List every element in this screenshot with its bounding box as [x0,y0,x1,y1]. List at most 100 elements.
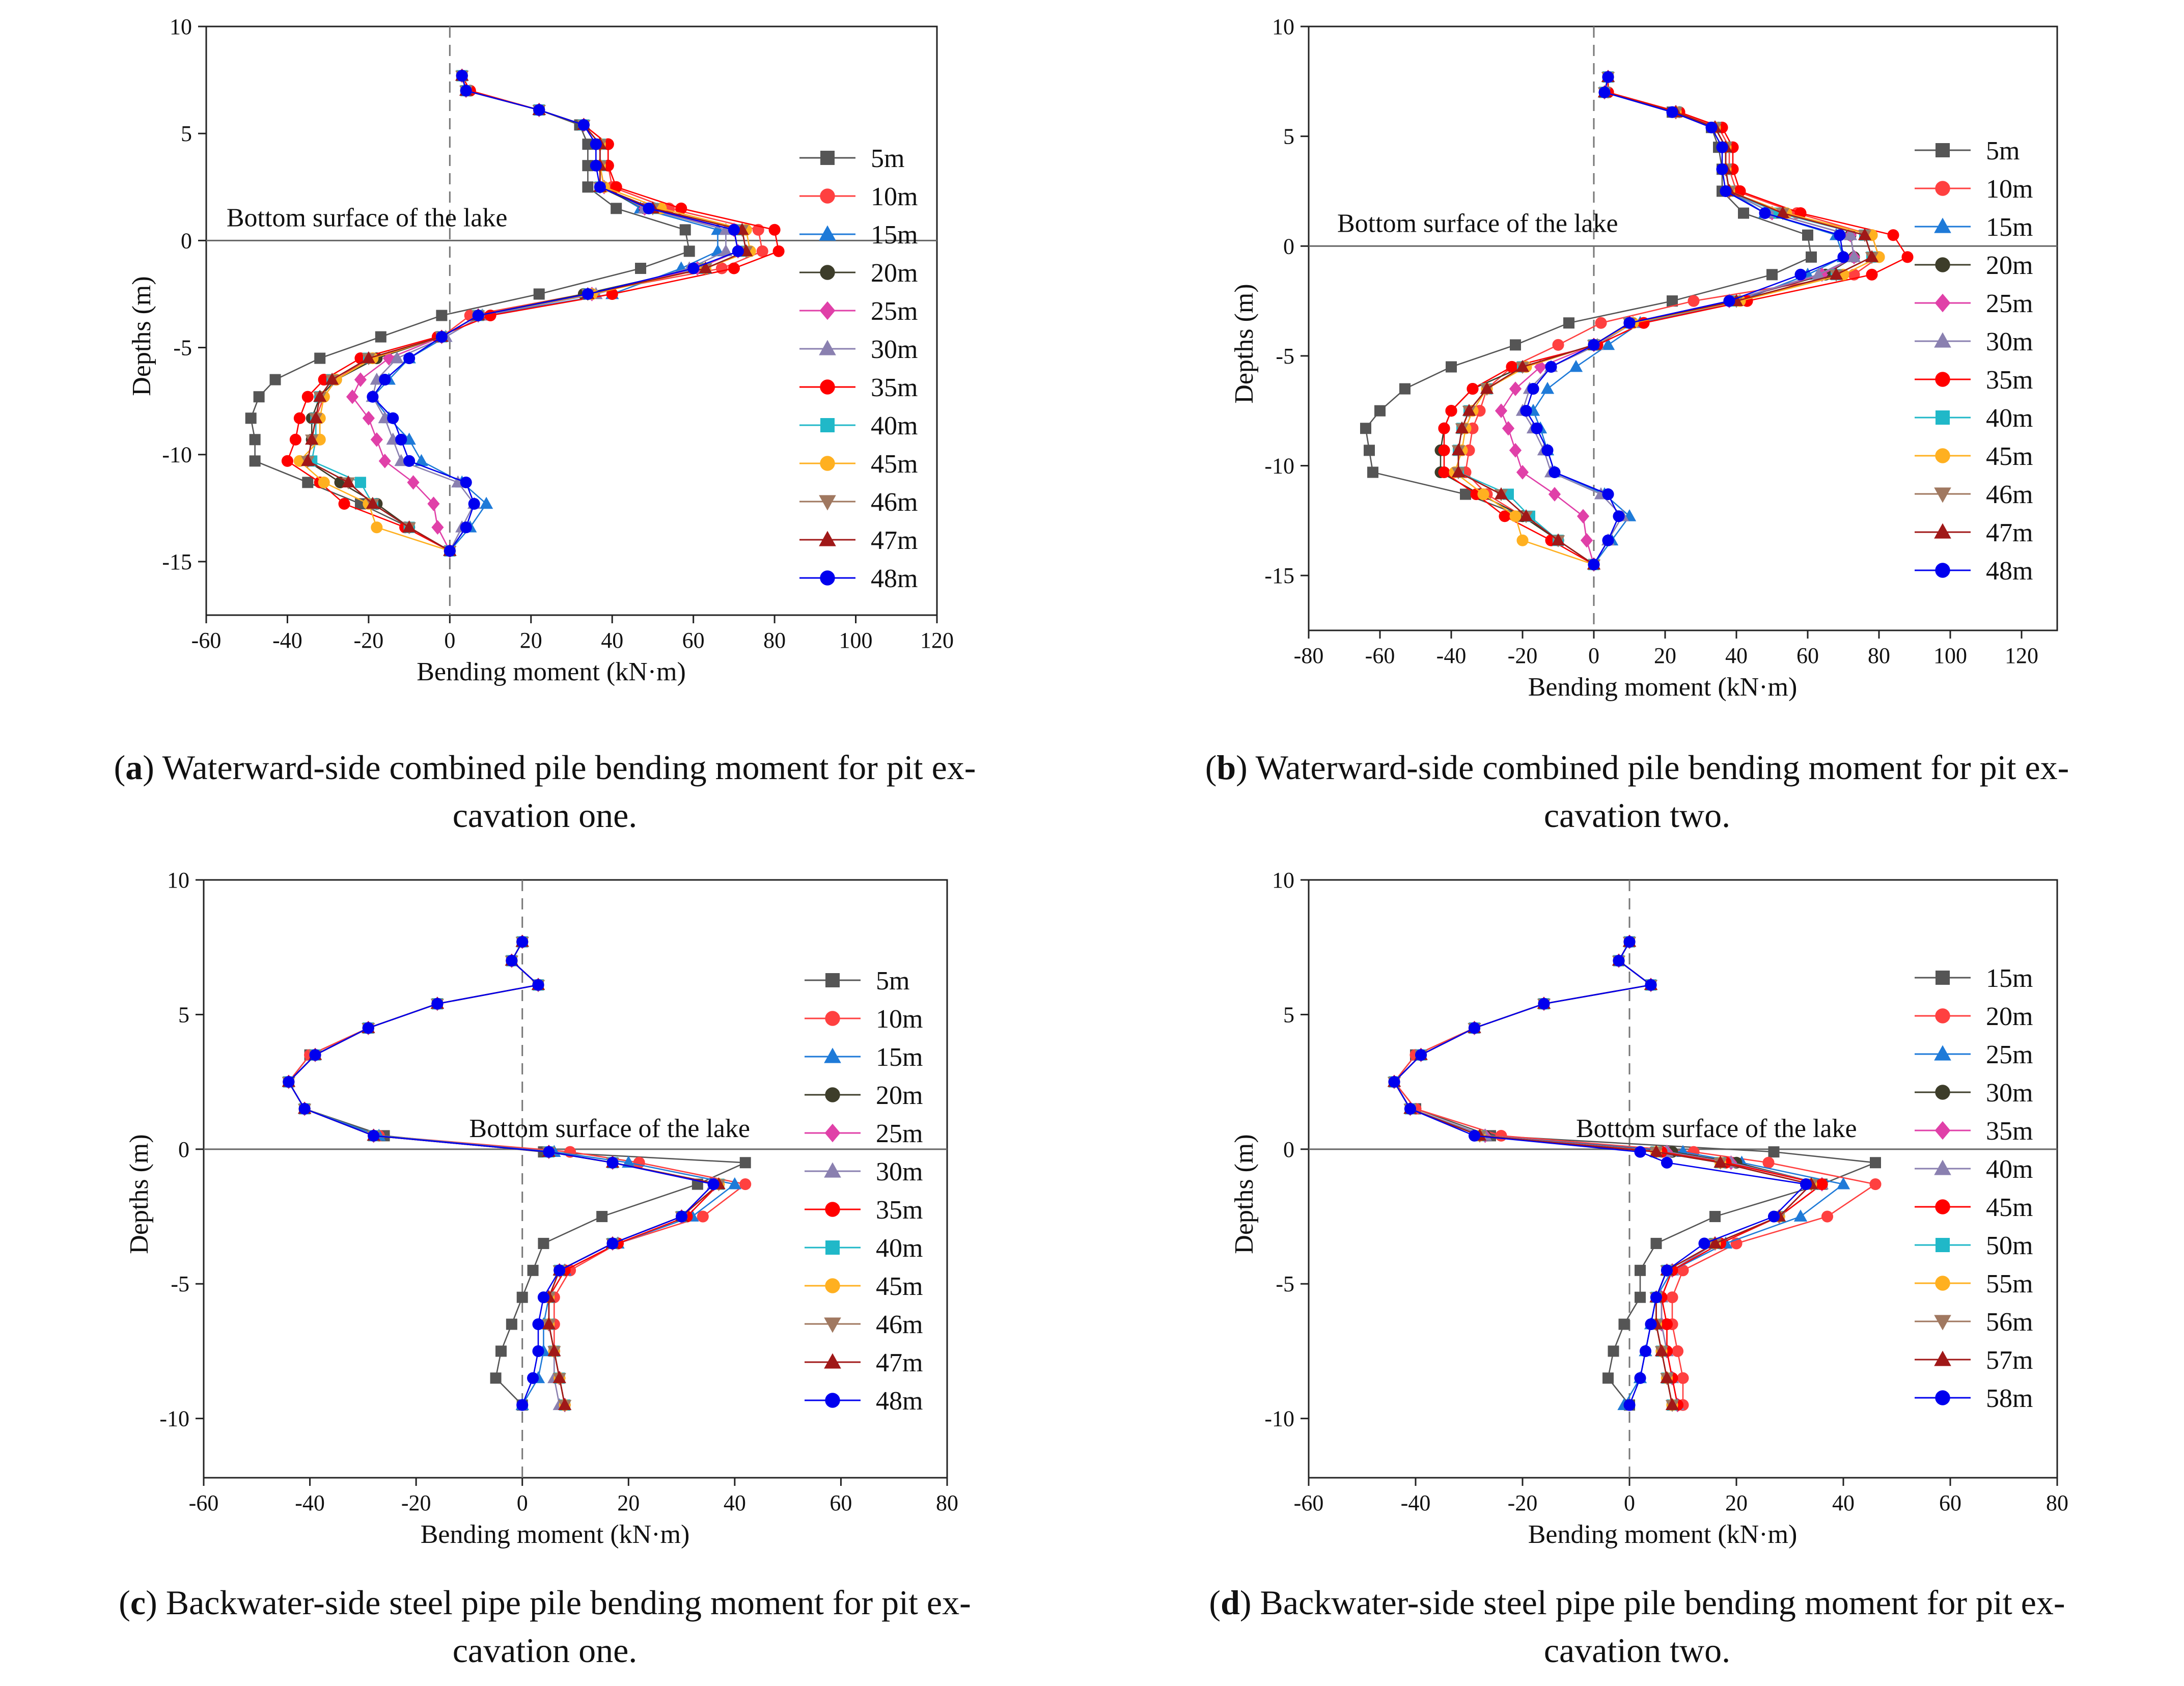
data-point [1667,295,1678,307]
data-point [1613,955,1625,967]
data-point [1577,509,1590,524]
data-point [431,520,444,535]
caption-text-line2: cavation one. [452,796,638,835]
data-point [1495,1129,1507,1142]
data-point [1494,487,1508,500]
legend-label: 15m [871,220,918,250]
x-tick-label: 40 [724,1490,746,1515]
y-tick-label: 10 [1272,868,1294,893]
y-tick-label: -5 [173,336,192,361]
legend-label: 30m [876,1157,923,1186]
data-point [606,1156,619,1169]
data-point [1661,1264,1673,1277]
y-tick-label: 5 [178,1002,189,1027]
legend-marker [820,418,835,432]
data-point [1588,559,1600,571]
data-point [436,310,448,321]
data-point [338,497,350,510]
series-line [288,941,715,1405]
x-tick-label: 40 [601,628,623,653]
legend-marker [819,495,836,511]
series-line [288,941,721,1405]
y-tick-label: -5 [171,1272,189,1296]
data-point [1645,979,1657,991]
series-line [1457,76,1873,565]
legend-marker [825,1393,840,1408]
data-point [1506,361,1518,373]
legend-marker [1936,971,1950,985]
legend-label: 10m [871,182,918,211]
legend-marker [819,340,836,355]
x-axis-label: Bending moment (kN·m) [417,657,686,686]
plot-frame [1308,879,2058,1479]
legend-marker [1935,448,1950,463]
data-point [289,433,301,446]
chart-c: -60 -40 -20 0 20 40 60 80 10 5 0 -5 -10 Bending momen… [125,868,958,1549]
data-point [1540,381,1555,394]
data-point [1723,295,1735,307]
data-point [1534,360,1547,374]
x-tick-label: -80 [1294,643,1324,668]
legend-label: 25m [1986,1040,2033,1069]
data-point [1364,445,1375,456]
data-point [1467,383,1479,395]
legend-marker [1934,1045,1951,1061]
data-point [1548,487,1561,502]
data-point [582,288,594,300]
y-axis-label: Depths (m) [1230,1134,1259,1254]
legend-label: 57m [1986,1346,2033,1375]
data-point [301,454,315,466]
legend-label: 40m [876,1234,923,1263]
data-point [1516,534,1529,546]
data-point [387,412,399,424]
data-point [590,138,602,150]
data-point [1480,381,1494,394]
data-point [1776,206,1790,218]
legend-marker [825,1087,840,1102]
data-point [305,432,319,445]
legend-marker [820,379,835,395]
legend-marker [1934,1159,1951,1175]
data-point [1705,121,1718,133]
legend-marker [825,1202,840,1217]
legend-marker [1935,257,1950,272]
x-tick-label: -20 [1508,1490,1538,1515]
x-axis-label: Bending moment (kN·m) [421,1520,690,1549]
legend-marker [1935,181,1950,196]
data-point [582,181,594,193]
series-line [372,75,739,551]
data-point [341,475,355,488]
series-line [311,75,747,552]
legend-label: 10m [1986,175,2033,204]
legend-marker [1935,1276,1950,1291]
series-line [1393,941,1823,1405]
x-tick-label: 40 [1832,1490,1855,1515]
data-point [1602,71,1614,83]
y-tick-label: -5 [1276,1272,1294,1296]
y-tick-label: 10 [1272,14,1294,39]
data-point [281,455,293,467]
data-point [1538,998,1550,1010]
data-point [1438,444,1450,456]
legend-label: 35m [1986,366,2033,395]
legend-label: 45m [1986,1193,2033,1222]
data-point [1509,510,1522,522]
data-point [370,432,383,447]
y-tick-label: 5 [181,121,192,146]
y-tick-label: 10 [170,14,192,39]
data-point [1635,1291,1646,1303]
legend-marker [825,1240,840,1255]
chart-panel-c: -60 -40 -20 0 20 40 60 80 10 5 0 -5 -10 Bending momen… [0,855,1090,1680]
data-point [1716,163,1728,175]
data-point [1738,207,1749,219]
data-point [532,1318,544,1331]
data-point [1404,1102,1417,1115]
series-line [1457,76,1873,565]
x-tick-label: -60 [1294,1490,1324,1515]
data-point [468,497,480,510]
series-line [298,75,751,552]
chart-b: -80 -60 -40 -20 0 20 40 60 80 100 120 10 5 0 -5 -10 -15 B… [1230,14,2058,702]
data-point [479,496,493,509]
data-point [368,1129,380,1142]
data-point [1477,488,1489,501]
